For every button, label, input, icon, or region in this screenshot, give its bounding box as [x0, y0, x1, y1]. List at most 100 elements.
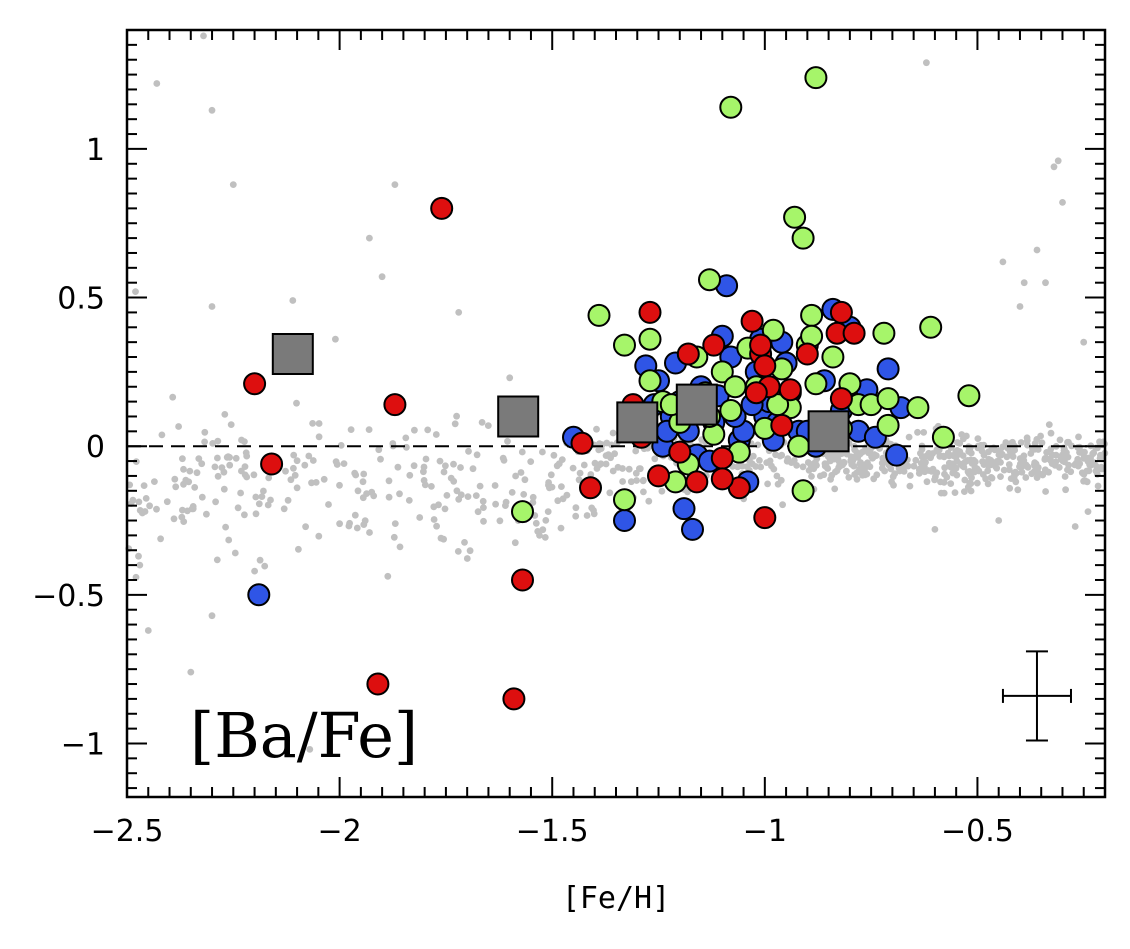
field-point	[478, 419, 486, 426]
circle-marker	[753, 354, 777, 378]
field-point	[170, 515, 178, 523]
field-point	[961, 476, 969, 484]
field-point	[1014, 486, 1022, 494]
field-point	[593, 425, 600, 433]
field-point	[996, 447, 1004, 455]
field-point	[906, 482, 914, 490]
field-point	[536, 532, 543, 539]
field-point	[1033, 246, 1041, 254]
field-point	[987, 461, 994, 469]
y-tick-label: −0.5	[32, 579, 105, 614]
field-point	[587, 471, 595, 478]
circle-marker	[753, 506, 777, 530]
field-point	[195, 455, 203, 462]
field-point	[778, 451, 786, 459]
field-point	[457, 464, 464, 471]
field-point	[391, 520, 399, 527]
field-point	[851, 471, 858, 478]
field-point	[1074, 455, 1082, 463]
field-point	[997, 473, 1004, 480]
x-tick-label: −2.5	[91, 814, 164, 849]
field-point	[402, 434, 410, 442]
field-point	[1094, 482, 1102, 490]
field-point	[988, 474, 996, 482]
field-point	[919, 465, 927, 473]
field-point	[1042, 488, 1049, 495]
field-point	[834, 456, 842, 464]
field-point	[895, 464, 903, 472]
field-point	[1047, 429, 1055, 437]
field-point	[476, 482, 484, 490]
field-point	[843, 467, 850, 475]
field-point	[175, 423, 183, 430]
circle-marker	[587, 303, 611, 327]
field-point	[1061, 458, 1068, 466]
field-point	[1028, 470, 1036, 478]
field-point	[466, 547, 474, 555]
field-point	[1055, 464, 1063, 471]
circle-marker	[702, 333, 726, 357]
field-point	[752, 463, 760, 470]
field-point	[799, 463, 807, 471]
field-point	[504, 437, 511, 445]
field-point	[351, 511, 359, 519]
circle-marker	[710, 360, 734, 384]
field-point	[512, 472, 519, 480]
circle-marker	[383, 393, 407, 417]
field-point	[441, 505, 449, 513]
field-point	[385, 477, 393, 485]
field-point	[999, 258, 1007, 266]
field-point	[558, 456, 566, 463]
field-point	[906, 472, 914, 479]
field-point	[961, 488, 968, 495]
field-point	[142, 495, 150, 502]
field-point	[422, 455, 430, 463]
field-point	[189, 505, 197, 513]
square-marker	[271, 333, 314, 375]
field-point	[258, 493, 266, 500]
field-point	[640, 476, 647, 484]
field-point	[609, 467, 617, 475]
field-point	[200, 32, 207, 40]
circle-marker	[749, 333, 773, 357]
field-point	[632, 447, 640, 455]
field-point	[856, 465, 863, 473]
field-point	[783, 457, 791, 465]
field-point	[1056, 436, 1064, 444]
field-point	[227, 421, 235, 428]
field-point	[1016, 455, 1024, 462]
field-point	[293, 457, 301, 465]
field-point	[469, 465, 477, 473]
field-point	[480, 504, 487, 511]
circle-marker	[719, 95, 743, 119]
field-point	[226, 461, 234, 469]
field-point	[933, 447, 940, 455]
field-point	[1016, 463, 1023, 471]
field-point	[1022, 461, 1030, 469]
field-point	[1092, 467, 1100, 475]
field-point	[569, 464, 577, 472]
field-point	[1090, 449, 1097, 457]
field-point	[198, 493, 206, 501]
field-point	[810, 465, 818, 473]
field-point	[1005, 466, 1013, 474]
field-point	[361, 517, 369, 525]
circle-marker	[821, 345, 845, 369]
field-point	[366, 234, 373, 242]
circle-marker	[744, 381, 768, 405]
field-point	[496, 517, 504, 525]
circle-marker	[740, 309, 764, 333]
field-point	[428, 483, 435, 490]
field-point	[455, 309, 463, 316]
field-point	[158, 431, 166, 439]
field-point	[315, 433, 323, 441]
field-point	[1061, 473, 1069, 480]
field-point	[325, 501, 332, 508]
field-point	[185, 478, 193, 486]
field-point	[436, 457, 444, 465]
x-tick-labels: −2.5 −2 −1.5 −1 −0.5	[91, 814, 1014, 849]
field-point	[520, 491, 528, 498]
error-bar	[1001, 650, 1072, 742]
field-point	[234, 504, 242, 512]
